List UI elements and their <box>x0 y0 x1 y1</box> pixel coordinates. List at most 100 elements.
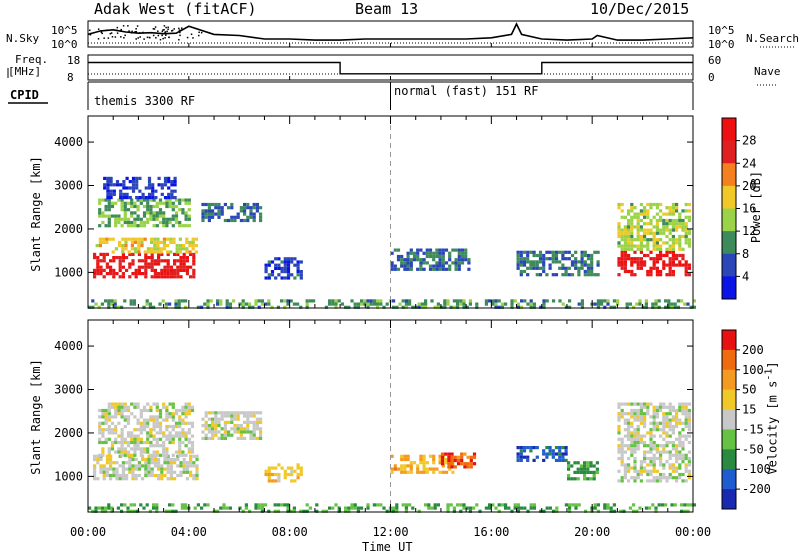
power-cell <box>188 240 192 244</box>
power-cell <box>681 247 685 251</box>
velocity-cell <box>571 503 575 507</box>
velocity-cell <box>260 506 264 510</box>
velocity-cell <box>356 506 360 510</box>
velocity-cell <box>655 444 659 448</box>
velocity-cell <box>93 464 97 468</box>
velocity-cell <box>469 462 473 466</box>
power-cell <box>392 305 396 309</box>
power-cell <box>255 202 259 207</box>
velocity-cell <box>96 477 100 481</box>
velocity-cell <box>390 467 394 471</box>
velocity-cell <box>283 472 287 477</box>
velocity-cell <box>687 428 691 432</box>
velocity-cell <box>529 506 533 510</box>
velocity-cell <box>681 440 685 445</box>
velocity-cell <box>117 450 121 454</box>
velocity-cell <box>684 405 688 409</box>
power-cell <box>115 183 120 187</box>
velocity-cell <box>162 444 166 448</box>
power-cell <box>627 238 631 242</box>
power-cell <box>689 305 693 309</box>
power-cell <box>305 305 309 309</box>
velocity-cell <box>146 424 150 429</box>
velocity-cell <box>211 430 215 434</box>
velocity-cell <box>638 506 642 510</box>
power-cell <box>137 240 141 244</box>
noise-dot <box>165 34 167 36</box>
power-cell <box>206 299 210 303</box>
velocity-cell <box>592 470 596 474</box>
power-cell <box>617 257 621 261</box>
velocity-cell <box>579 464 583 468</box>
velocity-cell <box>230 417 234 421</box>
velocity-cell <box>636 428 640 432</box>
velocity-cell <box>190 434 195 438</box>
velocity-cell <box>145 503 149 507</box>
power-cell <box>150 259 154 263</box>
power-cell <box>135 196 139 200</box>
power-cell <box>630 222 634 226</box>
power-cell <box>121 275 125 279</box>
power-cell <box>583 260 587 264</box>
power-cell <box>119 192 123 196</box>
velocity-cell <box>158 428 163 432</box>
velocity-cell <box>643 444 647 448</box>
power-cell <box>681 253 685 258</box>
power-cell <box>211 202 215 207</box>
velocity-cell <box>687 408 691 413</box>
velocity-cell <box>459 503 463 507</box>
power-cell <box>169 275 173 279</box>
velocity-cell <box>422 467 426 471</box>
velocity-cell <box>220 436 224 440</box>
power-cell <box>111 237 115 241</box>
velocity-cell <box>169 461 173 465</box>
power-cell <box>636 225 640 229</box>
velocity-cell <box>181 408 185 413</box>
power-cell <box>623 253 627 258</box>
power-cell <box>181 211 185 215</box>
velocity-cell <box>155 408 159 413</box>
power-cell <box>554 260 559 264</box>
velocity-cell <box>592 477 596 481</box>
noise-dot <box>197 34 200 37</box>
power-cell <box>150 247 154 251</box>
velocity-cell <box>519 452 523 456</box>
velocity-cell <box>654 506 658 510</box>
power-cell <box>419 248 423 252</box>
velocity-cell <box>655 415 659 419</box>
power-cell <box>152 211 156 215</box>
velocity-cell <box>147 464 151 468</box>
velocity-cell <box>579 470 583 474</box>
velocity-cell <box>400 467 404 471</box>
power-cell <box>227 206 231 210</box>
velocity-cell <box>620 447 624 451</box>
velocity-cell <box>633 431 637 435</box>
power-cell <box>184 198 188 202</box>
power-cell <box>163 180 168 184</box>
power-cell <box>417 302 421 306</box>
power-cell <box>454 258 458 262</box>
power-cell <box>128 262 132 266</box>
velocity-cell <box>171 418 175 422</box>
velocity-cell <box>274 472 278 477</box>
velocity-cell <box>646 402 650 406</box>
velocity-cell <box>117 405 121 409</box>
power-cell <box>623 244 627 248</box>
velocity-cell <box>168 503 172 507</box>
velocity-cell <box>207 417 211 421</box>
power-cell <box>112 256 116 260</box>
power-cell <box>671 202 675 207</box>
velocity-cell <box>432 457 436 462</box>
velocity-cell <box>236 436 240 440</box>
velocity-cell <box>609 506 613 510</box>
power-cell <box>125 268 129 272</box>
velocity-cell <box>299 509 303 513</box>
velocity-cell <box>632 503 636 507</box>
power-cell <box>122 196 126 200</box>
power-cell <box>117 198 121 202</box>
noise-dot <box>120 28 122 31</box>
velocity-cell <box>166 457 170 462</box>
nave-right-tick-bottom: 0 <box>708 71 715 84</box>
power-cell <box>519 269 523 274</box>
velocity-cell <box>144 464 148 468</box>
